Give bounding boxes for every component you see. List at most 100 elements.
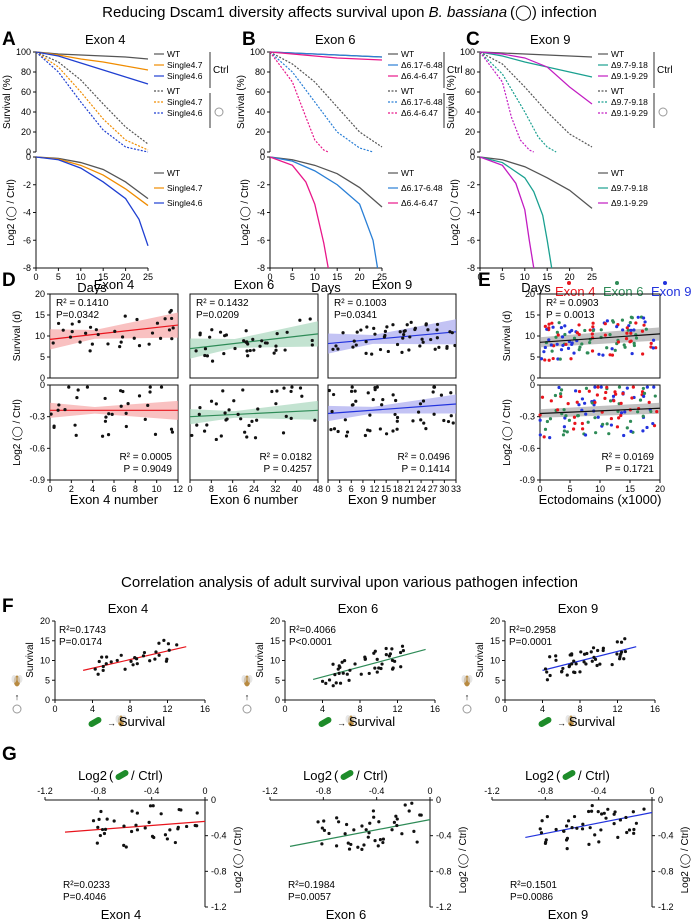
data-point [565,846,569,851]
data-point [124,845,128,849]
data-point [132,336,136,340]
data-point [450,331,454,335]
data-point [283,348,287,352]
confidence-band [540,402,660,418]
data-point [310,338,314,343]
data-point [376,844,380,848]
data-point [322,819,326,823]
data-point [147,820,151,824]
data-point [331,392,336,397]
data-point [330,409,334,414]
survival-curve [269,51,374,153]
y-tick-label: 0 [470,147,475,157]
data-point [360,847,364,851]
data-point [403,803,407,807]
legend-entry: Single4.6 [167,108,203,118]
x-tick-label: 24 [249,484,259,494]
data-point [349,389,354,393]
data-point [548,417,553,421]
arrow-icon: ↑ [15,692,20,702]
data-point [620,318,625,322]
panel-label-d: D [2,270,16,291]
data-point [538,433,542,437]
data-point [615,325,619,329]
legend-entry: Δ9.7-9.18 [611,97,648,107]
data-point [143,417,147,421]
legend-ctrl-label: Ctrl [447,65,463,76]
data-point [365,325,369,329]
data-point [394,814,398,818]
x-tick-label: 16 [200,704,210,714]
data-point [618,655,622,659]
data-point [324,681,328,685]
legend-entry: Δ6.4-6.47 [401,71,438,81]
x-axis-label-paren: ( [334,768,339,783]
p-value-label: P=0.0174 [59,637,103,648]
data-point [613,390,617,394]
data-point [412,829,416,833]
data-point [165,837,169,841]
y-tick-label: 20 [35,289,45,299]
data-point [554,658,558,662]
legend-entry: WT [401,49,414,59]
data-point [579,650,583,654]
data-point [329,428,333,432]
data-point [84,331,88,335]
data-point [416,410,421,414]
data-point [578,670,582,674]
data-point [113,329,117,333]
data-point [395,342,400,347]
data-point [124,411,128,416]
regression-line [539,333,661,343]
data-point [129,659,133,663]
data-point [623,649,628,654]
data-point [451,421,455,425]
data-point [601,646,605,650]
y-tick-label: 10 [490,656,500,666]
data-point [313,418,317,422]
data-point [380,662,384,666]
legend-dot [663,281,667,285]
data-point [56,408,60,412]
x-tick-label: 0 [537,484,542,494]
data-point [170,316,174,321]
data-point [260,339,264,343]
data-point [167,328,172,332]
survival-curve [35,51,149,60]
section2-title: Correlation analysis of adult survival u… [121,574,578,591]
data-point [49,412,53,416]
data-point [198,331,202,335]
data-point [641,386,645,391]
data-point [632,827,636,832]
data-point [375,670,379,674]
fungus-icon [214,107,224,117]
survival-curve [35,51,149,153]
data-point [105,817,109,821]
data-point [418,402,423,406]
data-point [372,651,376,655]
p-value-label: P=0.4046 [63,892,107,903]
data-point [453,343,457,348]
data-point [596,810,600,814]
data-point [627,828,632,832]
data-point [623,410,627,414]
x-axis-label-prefix: Log2 [78,768,107,783]
data-point [177,807,181,812]
data-point [577,332,581,337]
x-tick-label: 10 [520,272,530,282]
regression-line [539,407,661,415]
y-tick-label: 0 [260,152,265,162]
data-point [300,394,304,398]
data-point [354,399,358,403]
fly-wing [461,675,467,683]
data-point [340,660,344,664]
y-axis-label: Log2 (◯ / Ctrl) [458,827,469,894]
data-point [298,386,303,390]
log-ratio-curve [35,156,149,207]
data-point [613,348,617,352]
legend-entry: WT [167,86,180,96]
x-tick-label: -1.2 [37,786,53,796]
data-point [602,811,606,815]
regression-line [542,646,637,671]
x-tick-label: 33 [451,484,461,494]
